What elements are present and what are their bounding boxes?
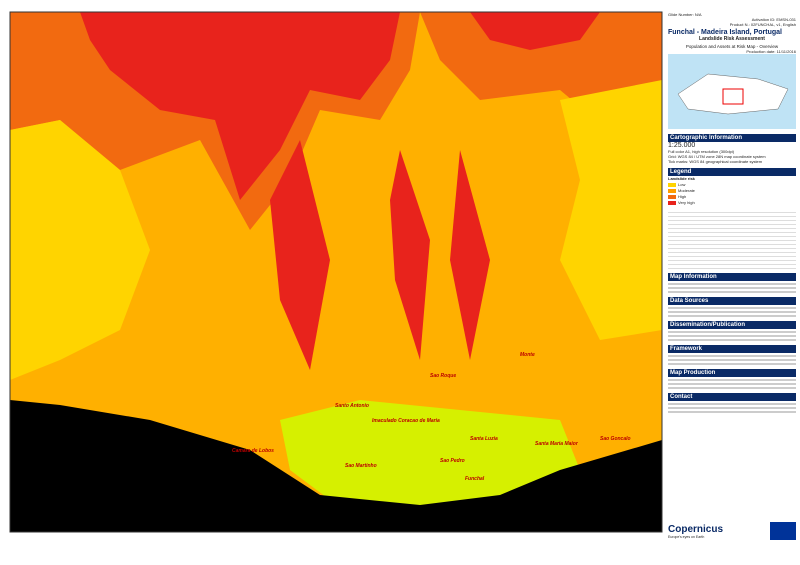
- legend-label: Low: [678, 182, 686, 187]
- subtitle: Landslide Risk Assessment: [699, 36, 765, 42]
- place-label: Sao Roque: [430, 373, 457, 379]
- legend-label: Very high: [678, 200, 695, 205]
- product: Product N.: 02FUNCHAL, v1, English: [729, 22, 796, 27]
- legend-item: Moderate: [668, 188, 796, 193]
- scale: 1:25.000: [668, 142, 696, 149]
- section-heading: Legend: [668, 168, 796, 176]
- text-line: [668, 355, 796, 357]
- place-label: Camara de Lobos: [232, 448, 274, 454]
- legend-swatch: [668, 194, 676, 199]
- text-line: [668, 339, 796, 341]
- text-line: [668, 331, 796, 333]
- text-line: [668, 383, 796, 385]
- sea: [10, 400, 662, 532]
- glide-number: Glide Number: N/A: [668, 12, 702, 17]
- text-line: [668, 291, 796, 293]
- text-line: [668, 379, 796, 381]
- urban-area: [280, 400, 580, 510]
- text-line: [668, 407, 796, 409]
- text-line: [668, 411, 796, 413]
- text-line: [668, 315, 796, 317]
- text-line: [668, 307, 796, 309]
- legend-swatch: [668, 188, 676, 193]
- very-high-zone: [450, 150, 490, 360]
- inset-extent: [722, 88, 744, 105]
- sections: Map Information Data Sources Dissemination…: [668, 273, 796, 413]
- summary-table: [668, 209, 796, 269]
- legend-item: Low: [668, 182, 796, 187]
- legend-label: High: [678, 194, 687, 199]
- place-label: Santo Antonio: [335, 403, 369, 409]
- section-heading: Cartographic Information: [668, 134, 796, 142]
- place-label: Sao Martinho: [345, 463, 377, 469]
- logo-name: Copernicus: [668, 523, 724, 535]
- inset-island: [677, 73, 789, 115]
- grid: Grid: WGS 84 / UTM zone 28N map coordina…: [668, 154, 766, 159]
- format: Full color A1, high resolution (300dpi): [668, 149, 735, 154]
- text-line: [668, 387, 796, 389]
- map: [9, 11, 663, 533]
- title: Funchal - Madeira Island, Portugal: [668, 29, 782, 36]
- text-line: [668, 283, 796, 285]
- production-date: Production date: 11/11/2016: [746, 49, 796, 54]
- activation: Activation ID: EMSN-031: [751, 17, 796, 22]
- logos: Copernicus Europe's eyes on Earth: [668, 522, 796, 540]
- place-label: Funchal: [465, 476, 485, 482]
- place-label: Monte: [520, 352, 535, 358]
- inset-map: [668, 54, 796, 129]
- very-high-zone: [80, 12, 400, 200]
- low-zone: [560, 80, 662, 340]
- map-name: Population and Assets at Risk Map - Over…: [685, 44, 779, 49]
- place-label: Imaculado Coracao de Maria: [372, 418, 440, 424]
- section-heading: Map Information: [668, 273, 796, 281]
- legend-item: Very high: [668, 200, 796, 205]
- legend-item: High: [668, 194, 796, 199]
- place-label: Sao Pedro: [440, 458, 465, 464]
- section-heading: Data Sources: [668, 297, 796, 305]
- text-line: [668, 363, 796, 365]
- legend: Low Moderate High Very high: [668, 182, 796, 205]
- text-line: [668, 335, 796, 337]
- logo-tagline: Europe's eyes on Earth: [668, 534, 705, 539]
- section-heading: Dissemination/Publication: [668, 321, 796, 329]
- place-label: Sao Goncalo: [600, 436, 631, 442]
- legend-label: Moderate: [678, 188, 695, 193]
- eu-flag: [770, 522, 796, 540]
- map-frame: [9, 11, 663, 533]
- text-line: [668, 359, 796, 361]
- side-panel: Glide Number: N/A Activation ID: EMSN-03…: [668, 12, 796, 540]
- section-heading: Contact: [668, 393, 796, 401]
- very-high-zone: [390, 150, 430, 360]
- low-zone: [10, 120, 150, 380]
- section-heading: Map Production: [668, 369, 796, 377]
- text-line: [668, 403, 796, 405]
- section-heading: Framework: [668, 345, 796, 353]
- very-high-zone: [270, 140, 330, 370]
- legend-swatch: [668, 200, 676, 205]
- text-line: [668, 287, 796, 289]
- text-line: [668, 311, 796, 313]
- very-high-zone: [470, 12, 600, 50]
- legend-title: Landslide risk: [668, 176, 695, 181]
- place-label: Santa Maria Maior: [535, 441, 578, 447]
- legend-swatch: [668, 182, 676, 187]
- place-label: Santa Luzia: [470, 436, 498, 442]
- ticmarks: Tick marks: WGS 84 geographical coordina…: [668, 159, 763, 164]
